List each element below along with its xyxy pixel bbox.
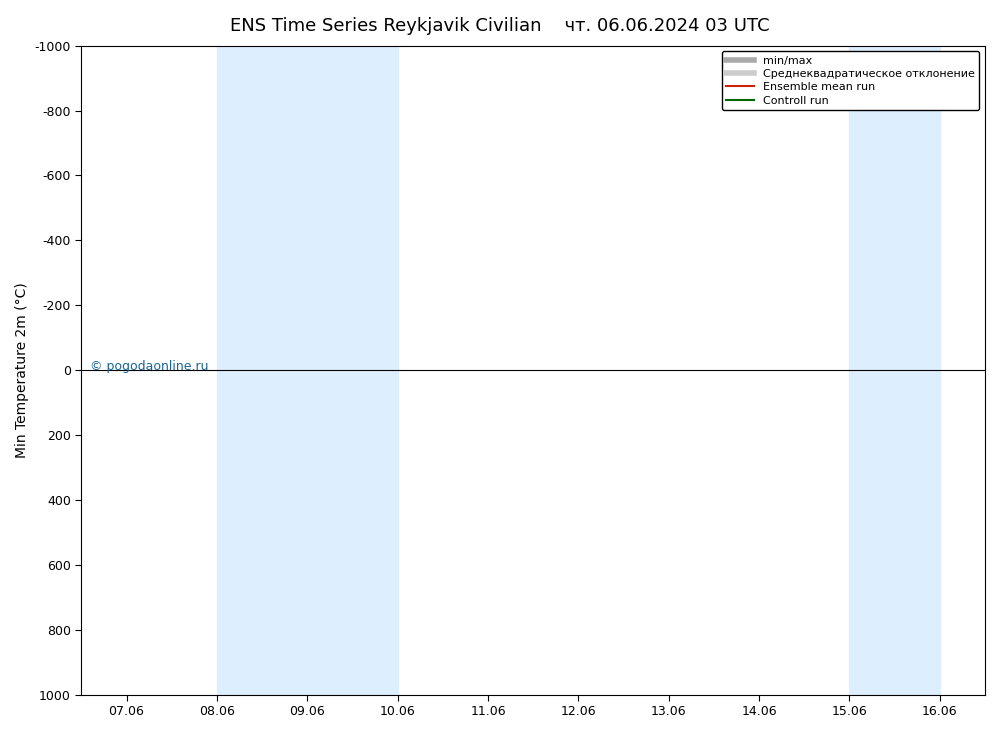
Legend: min/max, Среднеквадратическое отклонение, Ensemble mean run, Controll run: min/max, Среднеквадратическое отклонение… xyxy=(722,51,979,110)
Y-axis label: Min Temperature 2m (°C): Min Temperature 2m (°C) xyxy=(15,282,29,458)
Bar xyxy=(217,45,398,695)
Text: © pogodaonline.ru: © pogodaonline.ru xyxy=(90,361,209,373)
Bar xyxy=(849,45,940,695)
Text: ENS Time Series Reykjavik Civilian    чт. 06.06.2024 03 UTC: ENS Time Series Reykjavik Civilian чт. 0… xyxy=(230,17,770,35)
